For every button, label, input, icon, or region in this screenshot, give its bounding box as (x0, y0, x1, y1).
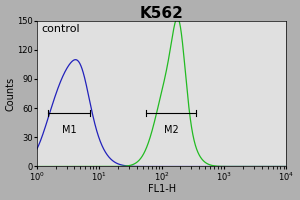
Text: M2: M2 (164, 125, 178, 135)
Text: control: control (42, 24, 80, 34)
Title: K562: K562 (140, 6, 184, 21)
X-axis label: FL1-H: FL1-H (148, 184, 176, 194)
Text: M1: M1 (62, 125, 76, 135)
Y-axis label: Counts: Counts (6, 76, 16, 111)
